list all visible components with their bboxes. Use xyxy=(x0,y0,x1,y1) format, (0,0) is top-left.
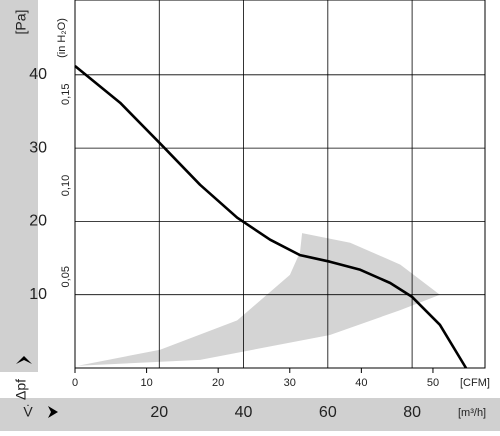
x2-label: [CFM] xyxy=(460,377,490,389)
x2-tick-label: 0 xyxy=(72,377,78,389)
y2-tick-label: 0,15 xyxy=(60,84,72,105)
x2-tick-label: 20 xyxy=(212,377,224,389)
x-tick-label: 80 xyxy=(403,404,421,421)
y2-tick-label: 0,05 xyxy=(60,266,72,287)
y2-label: (in H₂O) xyxy=(56,18,68,58)
x-arrow xyxy=(48,406,58,418)
y-tick-label: 10 xyxy=(29,286,47,303)
x-tick-label: 40 xyxy=(235,404,253,421)
y-tick-label: 40 xyxy=(29,66,47,83)
x-label: [m³/h] xyxy=(458,407,486,419)
x2-tick-label: 30 xyxy=(284,377,296,389)
y-arrow xyxy=(16,356,32,364)
y2-tick-label: 0,10 xyxy=(60,175,72,196)
left-band xyxy=(0,0,38,372)
x2-tick-label: 10 xyxy=(140,377,152,389)
x2-tick-label: 40 xyxy=(355,377,367,389)
x-symbol: V̇ xyxy=(23,404,33,420)
x2-tick-label: 50 xyxy=(427,377,439,389)
y-symbol: Δpf xyxy=(13,379,29,400)
x-tick-label: 20 xyxy=(150,404,168,421)
x-tick-label: 60 xyxy=(319,404,337,421)
y-tick-label: 20 xyxy=(29,213,47,230)
y-tick-label: 30 xyxy=(29,139,47,156)
plot-frame xyxy=(74,0,486,369)
y-label: [Pa] xyxy=(13,10,29,35)
operating-region xyxy=(77,233,440,366)
fan-curve xyxy=(74,64,468,369)
bottom-band xyxy=(0,398,500,431)
